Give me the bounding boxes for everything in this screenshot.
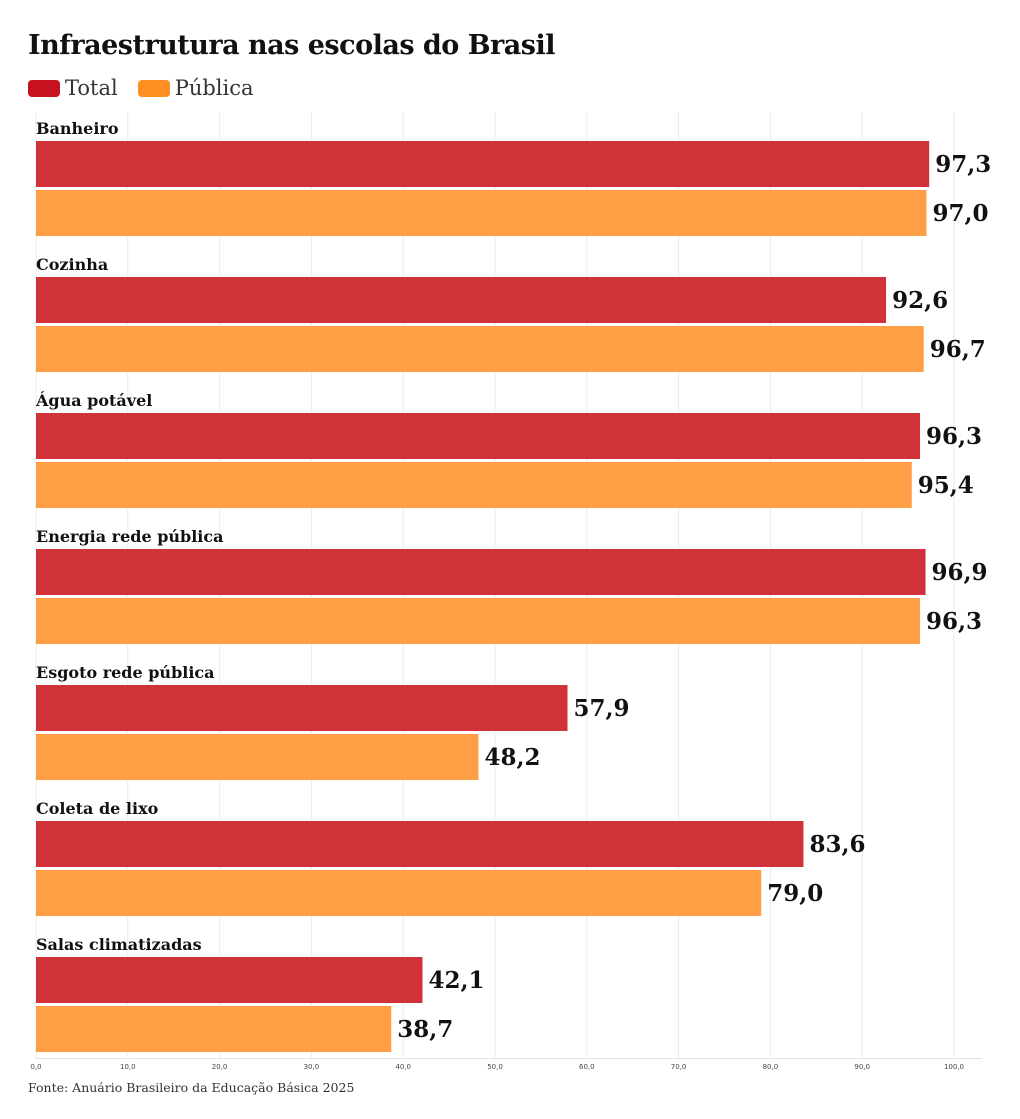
- bar-total-cozinha: [36, 277, 887, 323]
- x-tick-label: 60,0: [579, 1063, 595, 1071]
- legend: Total Pública: [28, 76, 274, 100]
- category-label-energia-rede-publica: Energia rede pública: [36, 527, 223, 546]
- value-label-total-banheiro: 97,3: [935, 151, 991, 178]
- source-note: Fonte: Anuário Brasileiro da Educação Bá…: [28, 1080, 355, 1095]
- bar-total-energia-rede-publica: [36, 549, 926, 595]
- value-label-publica-coleta-de-lixo: 79,0: [767, 880, 823, 907]
- category-label-banheiro: Banheiro: [36, 119, 119, 138]
- x-tick-label: 10,0: [120, 1063, 136, 1071]
- legend-swatch-publica: [137, 79, 170, 97]
- value-label-publica-energia-rede-publica: 96,3: [926, 608, 982, 635]
- x-tick-label: 40,0: [395, 1063, 411, 1071]
- category-label-coleta-de-lixo: Coleta de lixo: [36, 799, 159, 818]
- value-label-total-esgoto-rede-publica: 57,9: [574, 695, 630, 722]
- x-tick-label: 0,0: [30, 1063, 41, 1071]
- value-label-total-cozinha: 92,6: [892, 287, 948, 314]
- x-tick-label: 80,0: [763, 1063, 779, 1071]
- legend-label-total: Total: [65, 76, 118, 100]
- legend-label-publica: Pública: [174, 76, 254, 100]
- legend-item-total: Total: [28, 76, 118, 100]
- x-tick-label: 70,0: [671, 1063, 687, 1071]
- bar-total-agua-potavel: [36, 413, 921, 459]
- value-label-publica-salas-climatizadas: 38,7: [397, 1016, 453, 1043]
- value-label-publica-esgoto-rede-publica: 48,2: [484, 744, 540, 771]
- value-label-total-agua-potavel: 96,3: [926, 423, 982, 450]
- bar-publica-energia-rede-publica: [36, 598, 921, 644]
- bar-publica-salas-climatizadas: [36, 1006, 392, 1052]
- x-tick-label: 20,0: [212, 1063, 228, 1071]
- legend-item-publica: Pública: [137, 76, 254, 100]
- x-tick-label: 100,0: [944, 1063, 964, 1071]
- value-label-publica-cozinha: 96,7: [930, 336, 986, 363]
- category-label-esgoto-rede-publica: Esgoto rede pública: [36, 663, 215, 682]
- category-label-cozinha: Cozinha: [36, 255, 108, 274]
- legend-swatch-total: [28, 79, 60, 97]
- value-label-total-salas-climatizadas: 42,1: [428, 967, 484, 994]
- bar-publica-coleta-de-lixo: [36, 870, 762, 916]
- value-label-total-energia-rede-publica: 96,9: [932, 559, 988, 586]
- value-label-publica-agua-potavel: 95,4: [918, 472, 974, 499]
- bar-publica-banheiro: [36, 190, 927, 236]
- category-label-salas-climatizadas: Salas climatizadas: [36, 935, 202, 954]
- value-label-total-coleta-de-lixo: 83,6: [809, 831, 865, 858]
- x-tick-label: 30,0: [304, 1063, 320, 1071]
- x-tick-label: 90,0: [854, 1063, 870, 1071]
- chart-title: Infraestrutura nas escolas do Brasil: [28, 30, 555, 61]
- x-tick-label: 50,0: [487, 1063, 503, 1071]
- bar-publica-agua-potavel: [36, 462, 912, 508]
- value-label-publica-banheiro: 97,0: [932, 200, 988, 227]
- bar-publica-esgoto-rede-publica: [36, 734, 479, 780]
- bar-total-salas-climatizadas: [36, 957, 423, 1003]
- category-label-agua-potavel: Água potável: [35, 390, 152, 410]
- bar-publica-cozinha: [36, 326, 924, 372]
- bar-total-coleta-de-lixo: [36, 821, 804, 867]
- bar-total-esgoto-rede-publica: [36, 685, 568, 731]
- bar-total-banheiro: [36, 141, 930, 187]
